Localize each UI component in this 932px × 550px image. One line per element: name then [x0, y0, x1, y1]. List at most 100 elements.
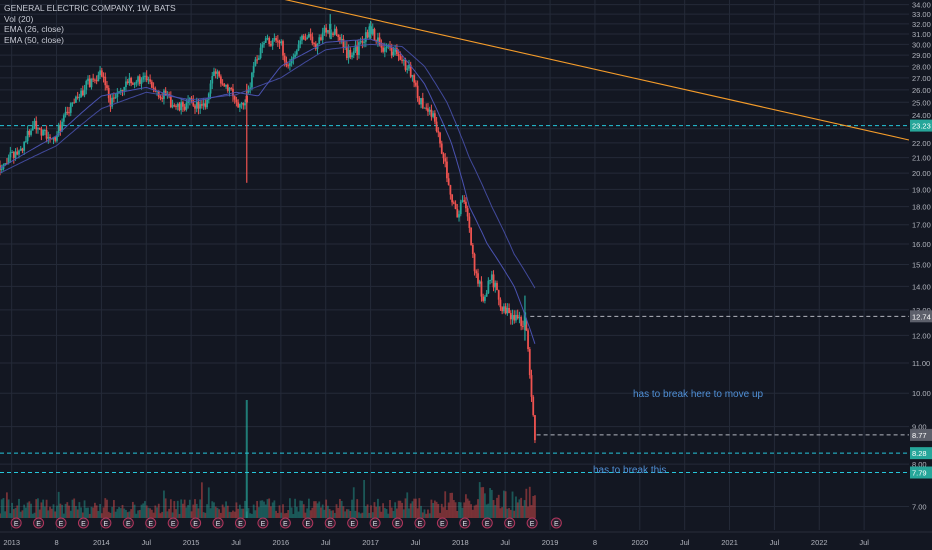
price-tick-label: 20.00 — [912, 169, 931, 178]
candle-body — [33, 120, 36, 126]
level-price-tag — [910, 466, 932, 479]
candle-body — [504, 306, 507, 314]
earnings-marker[interactable]: E — [369, 517, 381, 529]
volume-bar — [304, 512, 307, 518]
earnings-marker[interactable]: E — [10, 517, 22, 529]
volume-bar — [442, 507, 445, 518]
earnings-marker-circle — [526, 517, 538, 529]
earnings-marker[interactable]: E — [526, 517, 538, 529]
time-tick-label: 2019 — [542, 538, 559, 547]
candle-body — [192, 100, 195, 106]
volume-bar — [399, 500, 402, 518]
earnings-marker[interactable]: E — [414, 517, 426, 529]
earnings-marker[interactable]: E — [347, 517, 359, 529]
earnings-marker[interactable]: E — [257, 517, 269, 529]
candle-body — [414, 82, 417, 86]
earnings-marker[interactable]: E — [55, 517, 67, 529]
earnings-marker[interactable]: E — [145, 517, 157, 529]
earnings-marker[interactable]: E — [190, 517, 202, 529]
earnings-marker[interactable]: E — [436, 517, 448, 529]
volume-bar — [92, 507, 95, 518]
earnings-marker[interactable]: E — [100, 517, 112, 529]
price-axis[interactable]: 7.008.009.0010.0011.0012.0013.0014.0015.… — [909, 0, 932, 550]
candle-body — [38, 128, 41, 130]
trendline[interactable] — [227, 0, 910, 141]
earnings-marker[interactable]: E — [481, 517, 493, 529]
volume-bar — [190, 511, 193, 518]
candle-body — [304, 39, 307, 41]
volume-bar — [135, 513, 138, 518]
candle-body — [420, 98, 422, 105]
volume-bar — [69, 510, 72, 518]
volume-bar — [235, 502, 238, 518]
volume-bar — [485, 504, 488, 518]
volume-bar — [480, 487, 483, 518]
earnings-marker[interactable]: E — [459, 517, 471, 529]
candle-body — [394, 48, 397, 52]
volume-bar — [515, 496, 517, 518]
volume-bar — [326, 505, 329, 518]
earnings-marker[interactable]: E — [324, 517, 336, 529]
earnings-marker[interactable]: E — [77, 517, 89, 529]
candle-body — [383, 47, 386, 52]
earnings-marker-circle — [414, 517, 426, 529]
annotation-move-up[interactable]: has to break here to move up — [633, 389, 764, 400]
candle-body — [385, 46, 388, 48]
volume-bar — [121, 504, 124, 518]
volume-bar — [287, 510, 290, 518]
candle-body — [487, 280, 490, 294]
earnings-marker[interactable]: E — [33, 517, 45, 529]
volume-bar — [492, 500, 495, 518]
annotation-break-this[interactable]: has to break this — [593, 465, 667, 476]
volume-bar — [289, 498, 291, 518]
volume-bar — [402, 509, 405, 518]
candle-body — [306, 37, 309, 40]
earnings-marker[interactable]: E — [167, 517, 179, 529]
candle-body — [408, 64, 410, 69]
earnings-marker[interactable]: E — [550, 517, 562, 529]
volume-bar — [395, 508, 398, 518]
candle-body — [307, 34, 310, 38]
earnings-marker-label: E — [554, 521, 559, 528]
earnings-marker[interactable]: E — [212, 517, 224, 529]
earnings-marker[interactable]: E — [122, 517, 134, 529]
candle-body — [68, 112, 70, 114]
volume-bar — [320, 507, 322, 518]
time-axis-bg — [0, 532, 932, 550]
volume-bar — [85, 507, 88, 518]
candle-body — [21, 148, 24, 151]
volume-bar — [375, 506, 378, 518]
earnings-marker[interactable]: E — [234, 517, 246, 529]
earnings-marker[interactable]: E — [392, 517, 404, 529]
volume-bar — [138, 509, 141, 518]
time-axis[interactable]: 2013 8 2014 Jul 2015 Jul 2016 Jul 2017 Jul 2018 Jul… — [0, 531, 932, 550]
candle-body — [251, 72, 253, 88]
volume-bar — [333, 513, 336, 518]
volume-bar — [202, 512, 205, 518]
volume-bar — [185, 507, 188, 518]
volume-bar — [323, 509, 326, 518]
volume-bar — [328, 509, 331, 518]
candle-body — [278, 41, 281, 44]
candle-body — [119, 90, 122, 92]
earnings-marker[interactable]: E — [302, 517, 314, 529]
earnings-marker[interactable]: E — [279, 517, 291, 529]
volume-bar — [451, 492, 454, 518]
earnings-marker-circle — [234, 517, 246, 529]
volume-bar — [24, 507, 27, 518]
volume-bar — [257, 507, 260, 518]
earnings-marker[interactable]: E — [504, 517, 516, 529]
volume-bar — [452, 500, 455, 518]
price-tick-label: 16.00 — [912, 240, 931, 249]
trendline-group[interactable] — [227, 0, 910, 141]
volume-bar — [188, 499, 191, 518]
volume-bar — [147, 507, 150, 518]
candle-body — [180, 102, 183, 111]
earnings-marker-label: E — [485, 521, 490, 528]
volume-bar — [16, 505, 19, 518]
volume-bar — [518, 499, 521, 518]
volume-bar — [270, 506, 272, 518]
candle-body — [182, 102, 184, 107]
